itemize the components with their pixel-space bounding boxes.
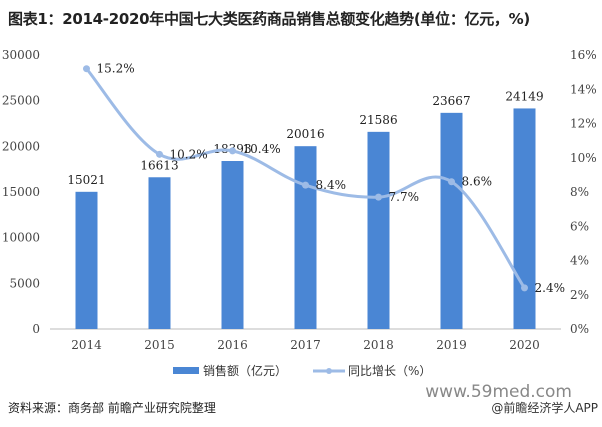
y-right-tick-label: 2%: [570, 288, 589, 302]
legend-bar-label: 销售额（亿元）: [203, 363, 287, 378]
x-tick-label: 2020: [509, 338, 540, 352]
line-point: [229, 147, 236, 155]
bar: [148, 177, 171, 329]
x-tick-label: 2016: [217, 338, 248, 352]
bar-data-label: 16613: [140, 158, 178, 172]
y-right-tick-label: 6%: [570, 219, 589, 233]
y-right-tick-label: 16%: [570, 48, 597, 62]
y-left-tick-label: 20000: [2, 139, 40, 153]
line-data-label: 7.7%: [389, 190, 420, 204]
bar: [513, 108, 536, 329]
credit-note: @前瞻经济学人APP: [491, 401, 598, 415]
y-right-tick-label: 10%: [570, 151, 597, 165]
source-note: 资料来源：商务部 前瞻产业研究院整理: [8, 401, 216, 415]
y-left-tick-label: 10000: [2, 231, 40, 245]
x-tick-label: 2017: [290, 338, 321, 352]
x-tick-label: 2019: [436, 338, 467, 352]
line-point: [375, 193, 382, 201]
line-point: [83, 65, 90, 73]
line-data-label: 2.4%: [535, 281, 566, 295]
x-tick-label: 2018: [363, 338, 394, 352]
bar: [367, 131, 390, 329]
legend-bar-swatch: [173, 367, 199, 374]
bar: [294, 146, 317, 329]
bar: [75, 191, 98, 329]
line-data-label: 8.6%: [462, 175, 493, 189]
y-left-tick-label: 25000: [2, 94, 40, 108]
bar-data-label: 15021: [67, 173, 105, 187]
y-right-tick-label: 12%: [570, 117, 597, 131]
bar-data-label: 20016: [286, 127, 324, 141]
bar: [221, 161, 244, 329]
bar-data-label: 24149: [505, 89, 543, 103]
y-right-tick-label: 0%: [570, 322, 589, 336]
legend-line-marker: [326, 368, 332, 374]
chart-title: 图表1：2014-2020年中国七大类医药商品销售总额变化趋势(单位：亿元，%): [8, 10, 530, 28]
y-left-tick-label: 30000: [2, 48, 40, 62]
y-left-tick-label: 5000: [9, 276, 40, 290]
legend-line-label: 同比增长（%）: [348, 364, 431, 378]
y-right-tick-label: 8%: [570, 185, 589, 199]
line-data-label: 15.2%: [97, 62, 135, 76]
line-point: [521, 284, 528, 292]
y-left-tick-label: 15000: [2, 185, 40, 199]
bar-data-label: 21586: [359, 113, 397, 127]
line-point: [448, 178, 455, 186]
y-right-tick-label: 14%: [570, 82, 597, 96]
line-data-label: 10.4%: [243, 142, 281, 156]
line-data-label: 8.4%: [316, 178, 347, 192]
bar: [440, 112, 463, 329]
bar-data-label: 23667: [432, 94, 470, 108]
y-left-tick-label: 0: [32, 322, 40, 336]
x-tick-label: 2014: [71, 338, 102, 352]
watermark: www.59med.com: [425, 382, 572, 402]
line-point: [156, 150, 163, 158]
x-tick-label: 2015: [144, 338, 175, 352]
y-right-tick-label: 4%: [570, 254, 589, 268]
line-data-label: 10.2%: [170, 147, 208, 161]
line-point: [302, 181, 309, 189]
